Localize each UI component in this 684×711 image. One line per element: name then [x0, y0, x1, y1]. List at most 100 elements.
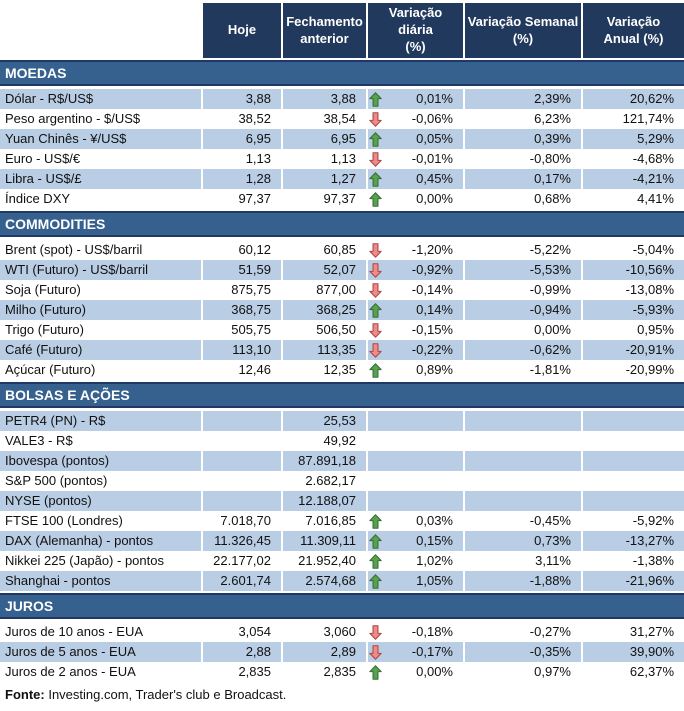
up-arrow-icon	[369, 191, 382, 207]
previous-close-cell: 97,37	[283, 189, 368, 209]
weekly-change-cell	[465, 411, 583, 431]
source-text: Investing.com, Trader's club e Broadcast…	[44, 687, 287, 702]
weekly-change-cell	[465, 471, 583, 491]
today-cell: 51,59	[203, 260, 283, 280]
down-arrow-icon	[369, 151, 382, 167]
daily-change-cell: -0,06%	[368, 109, 465, 129]
today-cell: 505,75	[203, 320, 283, 340]
annual-change-cell: -20,91%	[583, 340, 684, 360]
table-body: MOEDAS Dólar - R$/US$ 3,88 3,88 0,01% 2,39% 20…	[0, 60, 684, 682]
today-cell: 6,95	[203, 129, 283, 149]
annual-change-cell: -13,08%	[625, 282, 674, 297]
down-arrow-icon	[369, 242, 382, 258]
row-label: Juros de 10 anos - EUA	[0, 622, 203, 642]
previous-close-cell: 12.188,07	[283, 491, 368, 511]
today-cell: 1,13	[203, 149, 283, 169]
weekly-change-cell	[465, 491, 583, 511]
daily-change-value: 0,00%	[416, 664, 453, 679]
row-label: Soja (Futuro)	[0, 280, 203, 300]
daily-change-cell	[368, 471, 465, 491]
table-row: Soja (Futuro) 875,75 877,00 -0,14% -0,99% -13…	[0, 280, 684, 300]
daily-change-cell: -1,20%	[368, 240, 465, 260]
daily-change-cell: 0,45%	[368, 169, 465, 189]
today-cell: 2,835	[203, 662, 283, 682]
table-row: PETR4 (PN) - R$ 25,53	[0, 411, 684, 431]
row-label: FTSE 100 (Londres)	[0, 511, 203, 531]
weekly-change-cell: 0,97%	[465, 662, 583, 682]
row-label: Café (Futuro)	[0, 340, 203, 360]
row-label: VALE3 - R$	[0, 431, 203, 451]
row-label: Juros de 2 anos - EUA	[0, 662, 203, 682]
table-row: WTI (Futuro) - US$/barril 51,59 52,07 -0,92…	[0, 260, 684, 280]
row-label: Libra - US$/£	[0, 169, 203, 189]
annual-change-cell: -4,68%	[632, 151, 674, 166]
row-label: Shanghai - pontos	[0, 571, 203, 591]
source-note: Fonte: Investing.com, Trader's club e Br…	[0, 682, 684, 710]
previous-close-cell: 52,07	[283, 260, 368, 280]
up-arrow-icon	[369, 131, 382, 147]
today-cell: 875,75	[203, 280, 283, 300]
weekly-change-cell: -5,53%	[465, 260, 583, 280]
daily-change-value: 0,05%	[416, 131, 453, 146]
weekly-change-cell: -0,27%	[465, 622, 583, 642]
table-row: Juros de 2 anos - EUA 2,835 2,835 0,00% 0,97…	[0, 662, 684, 682]
weekly-change-cell: -0,45%	[465, 511, 583, 531]
row-label: Nikkei 225 (Japão) - pontos	[0, 551, 203, 571]
daily-change-value: 1,05%	[416, 573, 453, 588]
daily-change-cell: -0,17%	[368, 642, 465, 662]
row-label: S&P 500 (pontos)	[0, 471, 203, 491]
today-cell: 7.018,70	[203, 511, 283, 531]
annual-change-cell: 0,95%	[637, 322, 674, 337]
up-arrow-icon	[369, 553, 382, 569]
annual-change-cell: -5,92%	[632, 513, 674, 528]
table-row: Juros de 10 anos - EUA 3,054 3,060 -0,18% -0…	[0, 622, 684, 642]
weekly-change-cell: 2,39%	[465, 89, 583, 109]
weekly-change-cell	[465, 451, 583, 471]
daily-change-value: 0,01%	[416, 91, 453, 106]
down-arrow-icon	[369, 644, 382, 660]
annual-change-cell: -10,56%	[583, 260, 684, 280]
weekly-change-cell: -0,62%	[465, 340, 583, 360]
row-label: WTI (Futuro) - US$/barril	[0, 260, 203, 280]
table-row: Açúcar (Futuro) 12,46 12,35 0,89% -1,81% -20,…	[0, 360, 684, 380]
daily-change-cell: -0,92%	[368, 260, 465, 280]
weekly-change-cell: -0,80%	[465, 149, 583, 169]
table-row: Euro - US$/€ 1,13 1,13 -0,01% -0,80% -4,68%	[0, 149, 684, 169]
today-cell	[203, 411, 283, 431]
daily-change-value: -0,06%	[411, 111, 453, 126]
down-arrow-icon	[369, 282, 382, 298]
row-label: Brent (spot) - US$/barril	[0, 240, 203, 260]
weekly-change-cell	[465, 431, 583, 451]
daily-change-value: 0,15%	[416, 533, 453, 548]
annual-change-cell	[583, 431, 684, 451]
daily-change-value: 0,03%	[416, 513, 453, 528]
daily-change-cell: -0,18%	[368, 622, 465, 642]
table-row: Ibovespa (pontos) 87.891,18	[0, 451, 684, 471]
daily-change-cell: 0,05%	[368, 129, 465, 149]
weekly-change-cell: 0,17%	[465, 169, 583, 189]
table-row: S&P 500 (pontos) 2.682,17	[0, 471, 684, 491]
annual-change-cell	[583, 491, 684, 511]
daily-change-value: 0,89%	[416, 362, 453, 377]
daily-change-cell	[368, 451, 465, 471]
previous-close-cell: 1,27	[283, 169, 368, 189]
source-label: Fonte:	[5, 687, 45, 702]
row-label: Euro - US$/€	[0, 149, 203, 169]
table-row: Índice DXY 97,37 97,37 0,00% 0,68% 4,41%	[0, 189, 684, 209]
daily-change-cell: -0,01%	[368, 149, 465, 169]
column-header-variacao-anual: Variação Anual (%)	[583, 3, 684, 58]
annual-change-cell	[583, 411, 684, 431]
up-arrow-icon	[369, 573, 382, 589]
annual-change-cell: 4,41%	[637, 191, 674, 206]
previous-close-cell: 113,35	[283, 340, 368, 360]
today-cell	[203, 431, 283, 451]
table-row: Milho (Futuro) 368,75 368,25 0,14% -0,94% -5,…	[0, 300, 684, 320]
up-arrow-icon	[369, 533, 382, 549]
previous-close-cell: 60,85	[283, 240, 368, 260]
today-cell	[203, 451, 283, 471]
daily-change-value: -0,92%	[411, 262, 453, 277]
previous-close-cell: 7.016,85	[283, 511, 368, 531]
daily-change-value: -0,17%	[411, 644, 453, 659]
daily-change-value: 0,14%	[416, 302, 453, 317]
